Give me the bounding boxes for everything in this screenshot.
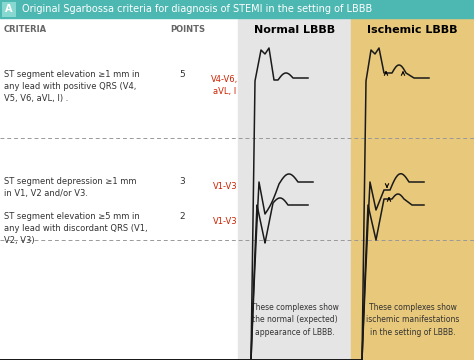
Text: 2: 2 [179, 212, 185, 221]
Bar [0, 0, 474, 18]
Text: V1-V3: V1-V3 [213, 217, 237, 226]
Text: 3: 3 [179, 177, 185, 186]
Text: POINTS: POINTS [170, 26, 205, 35]
Text: ST segment elevation ≥5 mm in
any lead with discordant QRS (V1,
V2, V3): ST segment elevation ≥5 mm in any lead w… [4, 212, 147, 244]
Text: A: A [5, 4, 13, 14]
Text: These complexes show
ischemic manifestations
in the setting of LBBB.: These complexes show ischemic manifestat… [366, 303, 459, 337]
Text: V1-V3: V1-V3 [213, 182, 237, 191]
Text: CRITERIA: CRITERIA [4, 26, 47, 35]
Bar [238, 18, 351, 360]
Text: V4-V6,
aVL, I: V4-V6, aVL, I [211, 75, 238, 96]
Text: ST segment elevation ≥1 mm in
any lead with positive QRS (V4,
V5, V6, aVL, I) .: ST segment elevation ≥1 mm in any lead w… [4, 70, 140, 103]
Text: These complexes show
the normal (expected)
appearance of LBBB.: These complexes show the normal (expecte… [251, 303, 338, 337]
Text: Original Sgarbossa criteria for diagnosis of STEMI in the setting of LBBB: Original Sgarbossa criteria for diagnosi… [22, 4, 372, 14]
Bar [351, 18, 474, 360]
Text: ST segment depression ≥1 mm
in V1, V2 and/or V3.: ST segment depression ≥1 mm in V1, V2 an… [4, 177, 137, 198]
Text: 5: 5 [179, 70, 185, 79]
FancyBboxPatch shape [2, 2, 16, 17]
Text: Normal LBBB: Normal LBBB [254, 25, 335, 35]
Text: Ischemic LBBB: Ischemic LBBB [367, 25, 458, 35]
